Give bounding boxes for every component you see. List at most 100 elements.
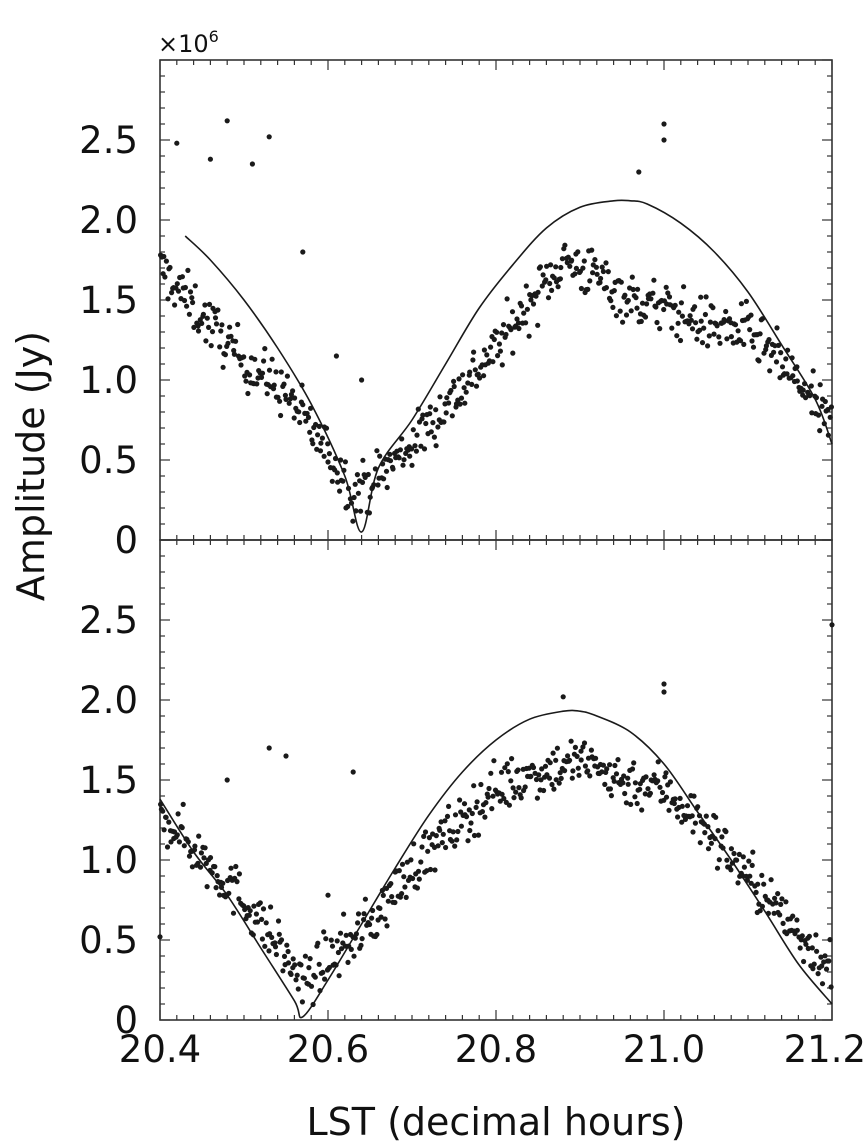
data-point: [191, 324, 197, 330]
data-point: [667, 779, 674, 785]
data-point: [693, 320, 699, 326]
data-point: [544, 263, 550, 269]
data-point: [435, 424, 441, 430]
data-point: [401, 457, 407, 463]
data-point: [181, 843, 187, 849]
data-point: [222, 352, 228, 358]
data-point: [623, 312, 630, 318]
data-point: [497, 798, 503, 804]
data-point: [717, 340, 723, 346]
data-point: [392, 899, 398, 906]
data-point: [642, 791, 648, 797]
data-point: [630, 286, 636, 293]
data-point: [636, 169, 642, 175]
data-point: [477, 375, 483, 381]
data-point: [661, 689, 667, 695]
data-point: [467, 369, 473, 375]
data-point: [402, 884, 408, 890]
data-point: [702, 311, 709, 318]
data-point: [514, 316, 520, 322]
data-point: [498, 769, 505, 775]
data-point: [679, 819, 685, 825]
data-point: [698, 294, 704, 300]
data-point: [819, 963, 825, 969]
data-point: [749, 862, 755, 869]
data-point: [556, 780, 562, 786]
data-point: [723, 308, 729, 315]
data-point: [161, 253, 167, 260]
data-point: [523, 283, 529, 289]
data-point: [284, 373, 290, 379]
data-point: [227, 324, 233, 330]
data-point: [254, 381, 260, 387]
data-point: [269, 934, 275, 941]
data-point: [202, 845, 208, 851]
data-point: [310, 441, 316, 447]
data-point: [657, 784, 663, 790]
data-point: [293, 977, 299, 983]
data-point: [655, 759, 661, 765]
data-point: [588, 747, 595, 753]
data-point: [431, 434, 437, 440]
data-point: [663, 794, 670, 800]
data-point: [575, 249, 581, 255]
data-point: [602, 781, 608, 788]
data-point: [355, 920, 361, 926]
data-point: [703, 294, 709, 300]
data-point: [204, 315, 210, 321]
data-point: [277, 398, 283, 404]
data-point: [828, 404, 835, 410]
data-point: [333, 353, 339, 359]
data-point: [323, 425, 330, 431]
y-multiplier-label: ×106: [158, 27, 219, 58]
data-point: [219, 322, 225, 328]
data-point: [471, 832, 478, 839]
data-point: [266, 745, 272, 751]
data-point: [271, 382, 277, 388]
data-point: [808, 383, 814, 389]
data-point: [748, 312, 754, 318]
data-point: [286, 400, 292, 406]
data-point: [622, 292, 628, 298]
data-point: [537, 264, 544, 270]
data-point: [827, 937, 833, 943]
data-point: [523, 320, 529, 326]
data-point: [260, 906, 267, 912]
data-point: [164, 844, 171, 850]
data-point: [675, 814, 681, 820]
data-point: [307, 429, 313, 435]
data-point: [186, 311, 192, 317]
data-point: [589, 247, 595, 253]
data-point: [389, 894, 395, 900]
data-point: [814, 948, 820, 954]
data-point: [161, 827, 167, 833]
data-point: [343, 932, 349, 938]
data-point: [285, 948, 291, 955]
data-point: [195, 860, 201, 866]
data-point: [822, 398, 828, 405]
data-point: [688, 317, 694, 323]
data-point: [342, 459, 348, 465]
data-point: [443, 410, 449, 416]
data-point: [809, 945, 815, 951]
data-point: [230, 910, 237, 916]
data-point: [743, 298, 750, 304]
data-point: [439, 840, 445, 846]
data-point: [473, 804, 479, 811]
data-point: [815, 412, 822, 418]
data-point: [483, 800, 489, 806]
data-point: [361, 911, 367, 917]
data-point: [757, 908, 763, 914]
data-point: [735, 328, 741, 334]
data-point: [262, 943, 268, 949]
data-point: [771, 910, 777, 916]
data-point: [766, 337, 772, 343]
data-point: [647, 790, 654, 796]
data-point: [736, 851, 742, 858]
data-point: [516, 325, 522, 332]
data-point: [415, 868, 422, 874]
data-point: [266, 367, 273, 373]
data-point: [174, 832, 180, 838]
data-point: [369, 915, 375, 921]
data-point: [771, 349, 777, 355]
